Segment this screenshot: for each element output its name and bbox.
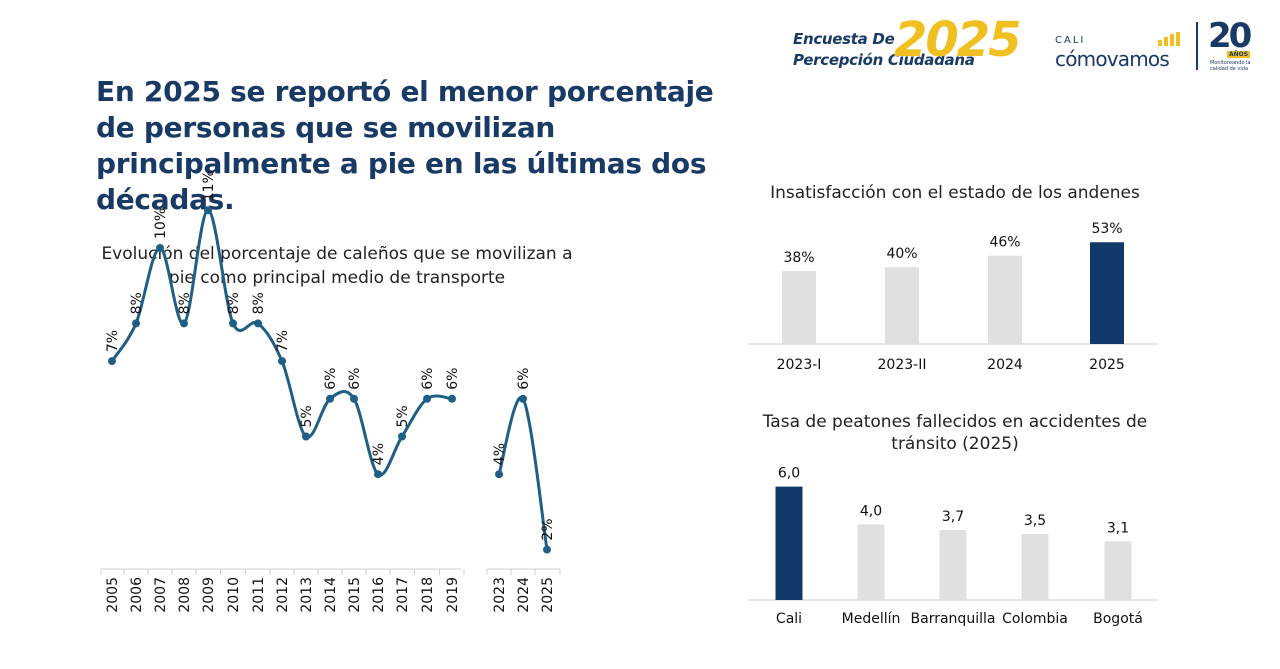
walking-trend-data-label: 2% [540, 518, 556, 540]
sidewalk-value-label: 38% [783, 250, 814, 266]
pedestrian-bar [939, 530, 967, 600]
sidewalk-value-label: 40% [886, 246, 917, 262]
walking-trend-data-label: 4% [492, 443, 508, 465]
walking-trend-year-label: 2012 [275, 577, 291, 613]
sidewalk-bar [988, 255, 1022, 344]
walking-trend-year-label: 2015 [347, 577, 363, 613]
walking-trend-year-label: 2014 [323, 577, 339, 613]
walking-trend-data-label: 6% [323, 368, 339, 390]
anniversary-number: 20 [1208, 16, 1252, 56]
walking-trend-point [326, 394, 334, 403]
walking-trend-data-label: 8% [226, 292, 242, 314]
walking-trend-data-label: 4% [371, 443, 387, 465]
walking-trend-point [519, 394, 527, 403]
walking-trend-point [108, 357, 116, 366]
pedestrian-bar [857, 524, 885, 600]
pedestrian-value-label: 3,1 [1107, 520, 1129, 536]
walking-trend-year-label: 2025 [540, 577, 556, 613]
sidewalk-bar [885, 267, 919, 344]
walking-trend-year-label: 2019 [445, 577, 461, 613]
walking-trend-data-label: 6% [420, 368, 436, 390]
survey-logo-line1: Encuesta De [793, 30, 895, 48]
walking-trend-series-line [497, 395, 549, 550]
walking-trend-year-label: 2005 [105, 577, 121, 613]
pedestrian-category-label: Bogotá [1093, 611, 1143, 627]
walking-trend-data-label: 8% [251, 292, 267, 314]
pedestrian-chart-title: Tasa de peatones fallecidos en accidente… [762, 412, 1148, 454]
sidewalk-category-label: 2023-I [777, 357, 822, 373]
page-headline: En 2025 se reportó el menor porcentaje d… [96, 75, 714, 216]
pedestrian-bar [1104, 541, 1132, 600]
walking-trend-point [374, 470, 382, 479]
walking-trend-year-label: 2007 [153, 577, 169, 613]
walking-trend-data-label: 6% [516, 368, 532, 390]
pedestrian-category-label: Barranquilla [911, 611, 996, 627]
walking-trend-data-label: 7% [105, 330, 121, 352]
walking-trend-year-label: 2013 [299, 577, 315, 613]
logo-divider [1196, 22, 1198, 70]
walking-trend-point [180, 319, 188, 328]
walking-trend-year-label: 2006 [129, 577, 145, 613]
anniversary-badge: AÑOS [1227, 51, 1251, 58]
walking-trend-point [229, 319, 237, 328]
walking-trend-point [132, 319, 140, 328]
walking-trend-year-label: 2016 [371, 577, 387, 613]
walking-trend-point [278, 357, 286, 366]
sidewalk-category-label: 2025 [1089, 357, 1125, 373]
anniversary-logo: 20 AÑOS Monitoreando la calidad de vida [1205, 16, 1265, 74]
survey-logo-year: 2025 [894, 12, 1022, 68]
walking-trend-year-label: 2009 [201, 577, 217, 613]
walking-trend-year-label: 2008 [177, 577, 193, 613]
walking-trend-point [254, 319, 262, 328]
cali-logo-small-text: CALI [1055, 35, 1086, 46]
pedestrian-bar [775, 486, 803, 600]
survey-logo-line2: Percepción Ciudadana [793, 51, 975, 69]
pedestrian-value-label: 4,0 [860, 503, 882, 519]
walking-trend-point [302, 432, 310, 441]
walking-trend-data-label: 7% [275, 330, 291, 352]
pedestrian-value-label: 6,0 [778, 466, 800, 482]
walking-trend-year-label: 2024 [516, 577, 532, 613]
walking-trend-data-label: 6% [347, 368, 363, 390]
sidewalk-value-label: 46% [989, 235, 1020, 251]
walking-trend-year-label: 2010 [226, 577, 242, 613]
pedestrian-category-label: Colombia [1002, 611, 1068, 627]
walking-trend-point [423, 394, 431, 403]
pedestrian-value-label: 3,5 [1024, 513, 1046, 529]
anniversary-tagline: Monitoreando la calidad de vida [1210, 60, 1251, 72]
pedestrian-value-label: 3,7 [942, 509, 964, 525]
cali-logo-wordmark: cómovamos [1055, 47, 1170, 71]
pedestrian-bar [1021, 533, 1049, 600]
walking-trend-point [350, 394, 358, 403]
sidewalk-bar [1090, 242, 1124, 344]
walking-trend-year-label: 2017 [395, 577, 411, 613]
walking-trend-year-label: 2023 [492, 577, 508, 613]
walking-trend-year-label: 2018 [420, 577, 436, 613]
walking-trend-data-label: 5% [299, 405, 315, 427]
walking-trend-year-label: 2011 [251, 577, 267, 613]
pedestrian-category-label: Cali [776, 611, 802, 627]
cali-como-vamos-logo: CALI cómovamos [1055, 32, 1185, 72]
walking-trend-data-label: 5% [395, 405, 411, 427]
sidewalk-value-label: 53% [1091, 221, 1122, 237]
walking-trend-data-label: 8% [129, 292, 145, 314]
sidewalk-bar [782, 271, 816, 344]
walking-trend-data-label: 6% [445, 368, 461, 390]
line-chart-title: Evolución del porcentaje de caleños que … [101, 244, 573, 288]
walking-trend-point [543, 545, 551, 554]
walking-trend-point [448, 394, 456, 403]
survey-logo: Encuesta De Percepción Ciudadana 2025 [790, 12, 1030, 74]
walking-trend-point [495, 470, 503, 479]
walking-trend-data-label: 8% [177, 292, 193, 314]
sidewalk-chart-title: Insatisfacción con el estado de los ande… [770, 183, 1140, 203]
walking-trend-point [398, 432, 406, 441]
signal-bars-icon [1158, 32, 1180, 46]
sidewalk-category-label: 2023-II [878, 357, 927, 373]
pedestrian-category-label: Medellín [842, 611, 901, 627]
sidewalk-category-label: 2024 [987, 357, 1023, 373]
